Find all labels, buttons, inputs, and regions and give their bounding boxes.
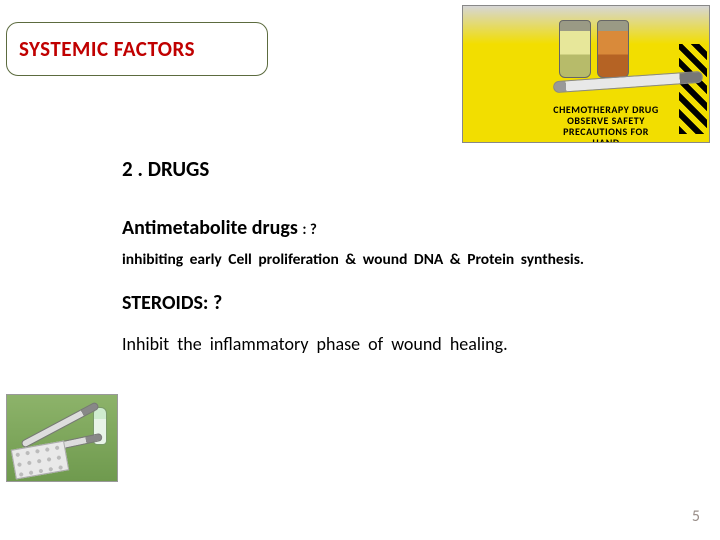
title-pill: SYSTEMIC FACTORS: [6, 22, 268, 76]
vial-icon: [597, 20, 629, 78]
blister-pack-icon: [11, 441, 69, 480]
heading-steroids: STEROIDS: ?: [122, 291, 700, 315]
chemo-label-text: CHEMOTHERAPY DRUG OBSERVE SAFETY PRECAUT…: [521, 104, 691, 143]
line-inhibiting: inhibiting early Cell proliferation & wo…: [122, 250, 700, 269]
heading-antimetabolite: Antimetabolite drugs : ?: [122, 216, 700, 240]
page-number: 5: [692, 507, 700, 526]
content-block: 2 . DRUGS Antimetabolite drugs : ? inhib…: [122, 156, 700, 355]
anti-suffix: : ?: [302, 221, 316, 239]
syringes-pills-image: [6, 394, 118, 482]
anti-label: Antimetabolite drugs: [122, 216, 302, 240]
chemo-vials-image: CHEMOTHERAPY DRUG OBSERVE SAFETY PRECAUT…: [462, 5, 710, 143]
line-steroid-effect: Inhibit the inflammatory phase of wound …: [122, 333, 700, 355]
title-text: SYSTEMIC FACTORS: [19, 36, 195, 62]
heading-drugs: 2 . DRUGS: [122, 156, 700, 182]
vial-icon: [559, 20, 591, 78]
